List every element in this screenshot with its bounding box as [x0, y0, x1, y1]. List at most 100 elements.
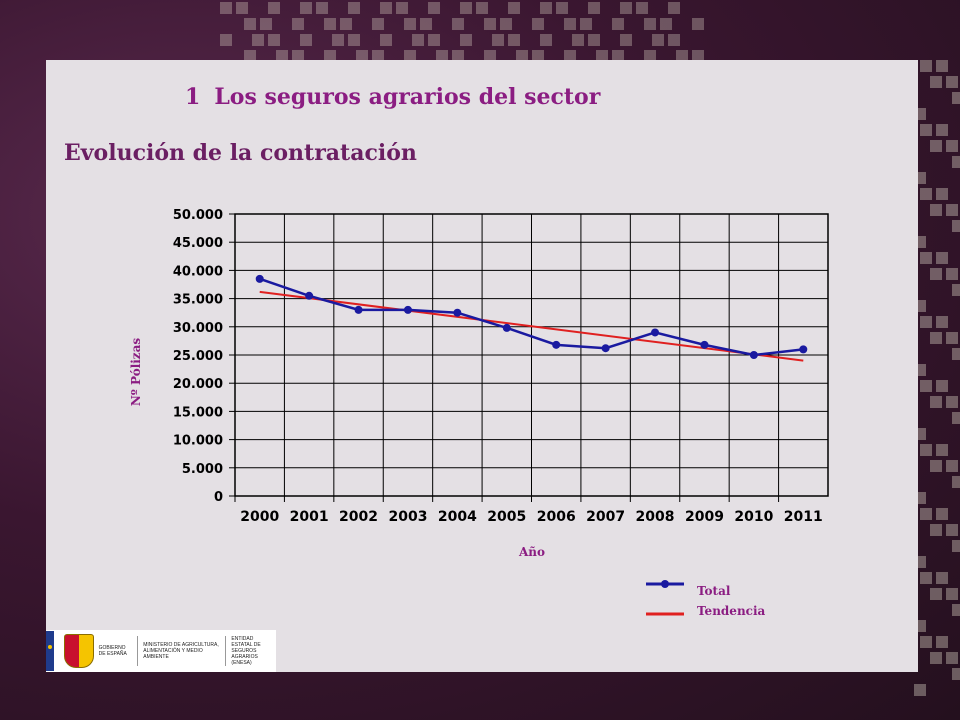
series-total-point [749, 351, 758, 359]
decorative-tile [930, 652, 942, 664]
decorative-tile [580, 18, 592, 30]
decorative-tile [936, 636, 948, 648]
decorative-tile [930, 268, 942, 280]
legend-total-label: Total [697, 584, 731, 598]
logo-ministerio: MINISTERIO DE AGRICULTURA, ALIMENTACIÓN … [143, 642, 219, 660]
decorative-tile [572, 34, 584, 46]
decorative-tile [692, 50, 704, 62]
decorative-tile [492, 34, 504, 46]
decorative-tile [500, 18, 512, 30]
decorative-tile [532, 18, 544, 30]
y-tick-label: 10.000 [173, 434, 223, 449]
decorative-tile [952, 668, 960, 680]
decorative-tile [946, 268, 958, 280]
eu-flag-icon [46, 631, 54, 671]
decorative-tile [692, 18, 704, 30]
series-total-point [651, 328, 660, 337]
decorative-tile [260, 18, 272, 30]
decorative-tile [920, 316, 932, 328]
decorative-tile [930, 140, 942, 152]
x-tick-label: 2010 [734, 509, 773, 525]
decorative-tile [920, 508, 932, 520]
series-total-point [354, 305, 363, 314]
decorative-tile [946, 460, 958, 472]
decorative-tile [436, 50, 448, 62]
series-total-point [700, 340, 709, 349]
decorative-tile [236, 2, 248, 14]
series-total-point [502, 323, 511, 332]
series-total-point [255, 274, 264, 283]
x-tick-label: 2011 [784, 509, 823, 525]
decorative-tile [508, 34, 520, 46]
decorative-tile [936, 380, 948, 392]
government-logo-bar: GOBIERNO DE ESPAÑA MINISTERIO DE AGRICUL… [46, 630, 276, 672]
decorative-tile [332, 34, 344, 46]
decorative-tile [540, 34, 552, 46]
decorative-tile [348, 34, 360, 46]
y-tick-label: 0 [214, 490, 223, 505]
x-tick-label: 2003 [388, 509, 427, 525]
x-tick-label: 2000 [240, 509, 279, 525]
decorative-tile [316, 2, 328, 14]
decorative-tile [420, 18, 432, 30]
decorative-tile [292, 18, 304, 30]
decorative-tile [460, 34, 472, 46]
decorative-tile [484, 18, 496, 30]
logo-divider [137, 636, 139, 666]
decorative-tile [952, 476, 960, 488]
logo-gobierno: GOBIERNO DE ESPAÑA [98, 645, 127, 657]
decorative-tile [936, 572, 948, 584]
decorative-tile [946, 396, 958, 408]
decorative-tile [564, 18, 576, 30]
decorative-tile [268, 34, 280, 46]
decorative-tile [636, 2, 648, 14]
y-axis-label: Nº Pólizas [129, 338, 143, 407]
decorative-tile [936, 508, 948, 520]
decorative-tile [930, 204, 942, 216]
decorative-tile [564, 50, 576, 62]
decorative-tile [324, 18, 336, 30]
decorative-tile [936, 188, 948, 200]
decorative-tile [508, 2, 520, 14]
y-tick-label: 50.000 [173, 208, 223, 223]
decorative-tile [952, 540, 960, 552]
decorative-tile [220, 2, 232, 14]
decorative-tile [380, 34, 392, 46]
decorative-tile [946, 332, 958, 344]
decorative-tile [380, 2, 392, 14]
x-tick-label: 2006 [537, 509, 576, 525]
decorative-tile [276, 50, 288, 62]
decorative-tile [428, 34, 440, 46]
decorative-tile [556, 2, 568, 14]
decorative-tile [668, 2, 680, 14]
decorative-tile [668, 34, 680, 46]
decorative-tile [596, 50, 608, 62]
decorative-tile [652, 34, 664, 46]
series-total-point [453, 308, 462, 317]
decorative-tile [612, 18, 624, 30]
y-tick-label: 25.000 [173, 349, 223, 364]
decorative-tile [920, 188, 932, 200]
decorative-tile [252, 34, 264, 46]
slide-subtitle: Evolución de la contratación [64, 140, 417, 166]
decorative-tile [244, 18, 256, 30]
decorative-tile [460, 2, 472, 14]
decorative-tile [920, 636, 932, 648]
decorative-tile [946, 204, 958, 216]
decorative-tile [914, 684, 926, 696]
y-tick-label: 5.000 [182, 462, 223, 477]
decorative-tile [372, 50, 384, 62]
decorative-tile [292, 50, 304, 62]
decorative-tile [220, 34, 232, 46]
decorative-tile [348, 2, 360, 14]
series-total-point [403, 305, 412, 314]
series-total-line [259, 277, 804, 357]
decorative-tile [412, 34, 424, 46]
y-tick-label: 45.000 [173, 236, 223, 251]
series-total-point [799, 345, 808, 354]
decorative-tile [428, 2, 440, 14]
decorative-tile [484, 50, 496, 62]
decorative-tile [936, 316, 948, 328]
decorative-tile [952, 92, 960, 104]
